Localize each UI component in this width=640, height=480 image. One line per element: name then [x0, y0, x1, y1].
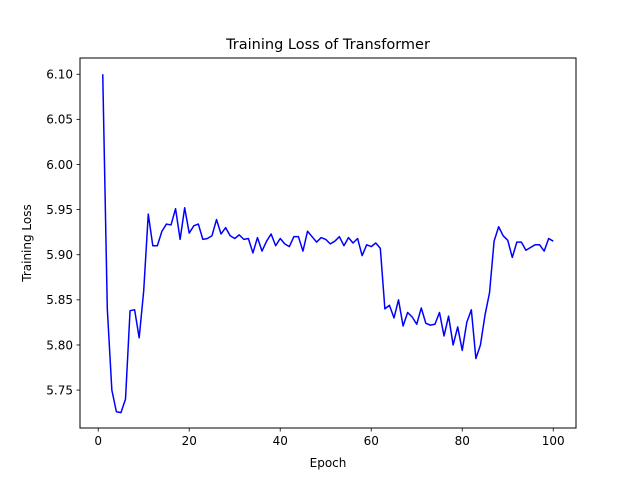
x-tick-label: 60 [364, 434, 379, 448]
plot-area-frame [79, 57, 577, 429]
y-tick-label: 5.90 [46, 248, 73, 262]
x-tick-label: 100 [542, 434, 565, 448]
y-axis-title: Training Loss [20, 204, 34, 282]
y-tick-label: 6.00 [46, 158, 73, 172]
y-tick-label: 5.95 [46, 203, 73, 217]
y-tick-label: 5.85 [46, 293, 73, 307]
x-tick-label: 0 [94, 434, 102, 448]
x-axis-ticks: 0 20 40 60 80 100 [94, 428, 565, 448]
x-tick-label: 20 [182, 434, 197, 448]
y-axis-ticks: 5.75 5.80 5.85 5.90 5.95 6.00 6.05 6.10 [46, 68, 80, 397]
x-tick-label: 40 [273, 434, 288, 448]
x-tick-label: 80 [455, 434, 470, 448]
y-tick-label: 5.75 [46, 383, 73, 397]
y-tick-label: 6.10 [46, 68, 73, 82]
chart-title: Training Loss of Transformer [225, 37, 430, 53]
training-loss-line [102, 74, 554, 414]
y-tick-label: 5.80 [46, 338, 73, 352]
y-tick-label: 6.05 [46, 113, 73, 127]
x-axis-title: Epoch [310, 456, 347, 470]
